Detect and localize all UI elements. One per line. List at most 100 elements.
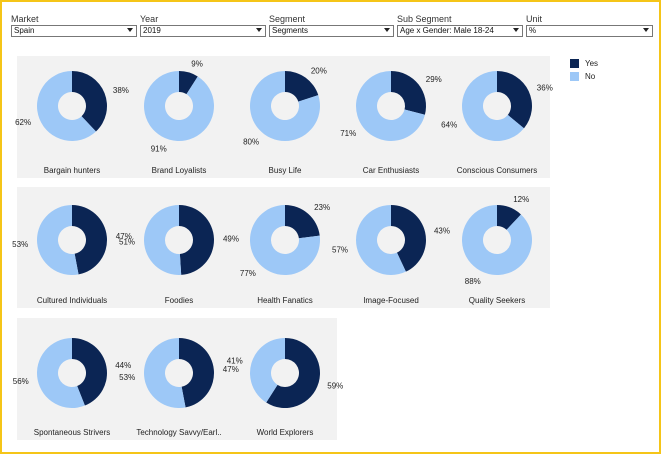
donut-slice-yes[interactable] [285,71,319,102]
chevron-down-icon [513,28,519,32]
data-label-no: 62% [15,118,31,127]
filter-label: Market [11,14,39,24]
chevron-down-icon [256,28,262,32]
donut-slice-no[interactable] [249,338,285,403]
data-label-yes: 29% [426,75,442,84]
donut-chart [356,205,426,276]
donut-slice-no[interactable] [462,71,524,141]
chart-title: Technology Savvy/Earl.. [136,428,221,437]
market-select[interactable]: Spain [11,25,137,37]
donut-chart [462,205,532,275]
donut-slice-no[interactable] [250,71,320,141]
donut-slice-no[interactable] [144,71,214,141]
data-label-yes: 44% [115,361,131,370]
data-label-no: 56% [13,377,29,386]
filter-year: Year 2019 [140,14,266,37]
chart-title: Conscious Consumers [457,166,537,175]
filter-label: Segment [269,14,306,24]
filter-value: Segments [272,26,309,35]
filter-unit: Unit % [526,14,653,37]
data-label-no: 71% [340,129,356,138]
donut-chart [37,205,108,275]
data-label-yes: 59% [327,381,343,390]
donut-slice-yes[interactable] [72,71,107,132]
sub-segment-select[interactable]: Age x Gender: Male 18-24 [397,25,523,37]
segment-select[interactable]: Segments [269,25,394,37]
legend-label: No [585,72,596,81]
filter-bar: Market Spain Year 2019 Segment Segments … [11,14,654,40]
donut-slice-no[interactable] [144,205,182,275]
data-label-no: 53% [119,373,135,382]
data-label-yes: 36% [537,83,553,92]
filter-market: Market Spain [11,14,137,37]
donut-slice-no[interactable] [144,338,186,409]
chart-title: World Explorers [257,428,314,437]
chart-title: Spontaneous Strivers [34,428,111,437]
data-label-yes: 43% [434,226,450,235]
filter-label: Unit [526,14,543,24]
donut-slice-yes[interactable] [179,338,215,408]
data-label-yes: 38% [113,86,129,95]
donut-chart [37,338,107,408]
data-label-yes: 47% [223,365,239,374]
chart-title: Brand Loyalists [152,166,207,175]
donut-slice-yes[interactable] [72,338,107,406]
chart-title: Cultured Individuals [37,296,107,305]
legend-item-no[interactable]: No [570,71,640,84]
filter-sub-segment: Sub Segment Age x Gender: Male 18-24 [397,14,523,37]
legend-item-yes[interactable]: Yes [570,58,640,71]
donut-chart [250,205,321,275]
chart-title: Health Fanatics [257,296,313,305]
filter-value: Age x Gender: Male 18-24 [400,26,494,35]
filter-label: Sub Segment [397,14,452,24]
chart-title: Bargain hunters [44,166,100,175]
donut-slice-yes[interactable] [285,205,320,239]
donut-slice-no[interactable] [37,338,85,408]
data-label-no: 57% [332,246,348,255]
filter-value: 2019 [143,26,161,35]
donut-chart [144,71,214,141]
donut-slice-yes[interactable] [497,71,532,129]
data-label-no: 41% [227,357,243,366]
donut-chart [462,71,532,141]
data-label-no: 77% [240,269,256,278]
donut-slice-no[interactable] [462,205,532,275]
chevron-down-icon [127,28,133,32]
donut-slice-no[interactable] [37,71,96,141]
donut-slice-no[interactable] [37,205,79,275]
donut-slice-yes[interactable] [497,205,521,230]
donut-chart [356,71,427,142]
donut-slice-yes[interactable] [391,71,427,115]
donut-chart [37,71,107,141]
chart-title: Quality Seekers [469,296,525,305]
data-label-no: 80% [243,138,259,147]
data-label-no: 88% [465,277,481,286]
donut-chart [250,71,320,141]
donut-slice-yes[interactable] [266,338,320,408]
legend-swatch-no [570,72,579,81]
unit-select[interactable]: % [526,25,653,37]
data-label-yes: 12% [513,195,529,204]
donut-slice-no[interactable] [356,205,406,276]
legend-label: Yes [585,59,599,68]
chevron-down-icon [384,28,390,32]
year-select[interactable]: 2019 [140,25,266,37]
filter-value: % [529,26,537,35]
donut-slice-no[interactable] [356,71,425,142]
donut-slice-yes[interactable] [179,71,198,95]
legend: Yes No [570,58,640,84]
donut-slice-no[interactable] [250,205,321,275]
data-label-yes: 20% [311,66,327,75]
chart-title: Car Enthusiasts [363,166,419,175]
data-label-no: 91% [151,144,167,153]
donut-slice-yes[interactable] [179,205,215,275]
donut-slice-yes[interactable] [72,205,108,275]
donut-chart [144,338,215,409]
data-label-yes: 49% [223,235,239,244]
donut-slice-yes[interactable] [391,205,426,272]
data-label-no: 51% [119,237,135,246]
donut-chart [144,205,215,275]
chart-title: Image-Focused [363,296,419,305]
